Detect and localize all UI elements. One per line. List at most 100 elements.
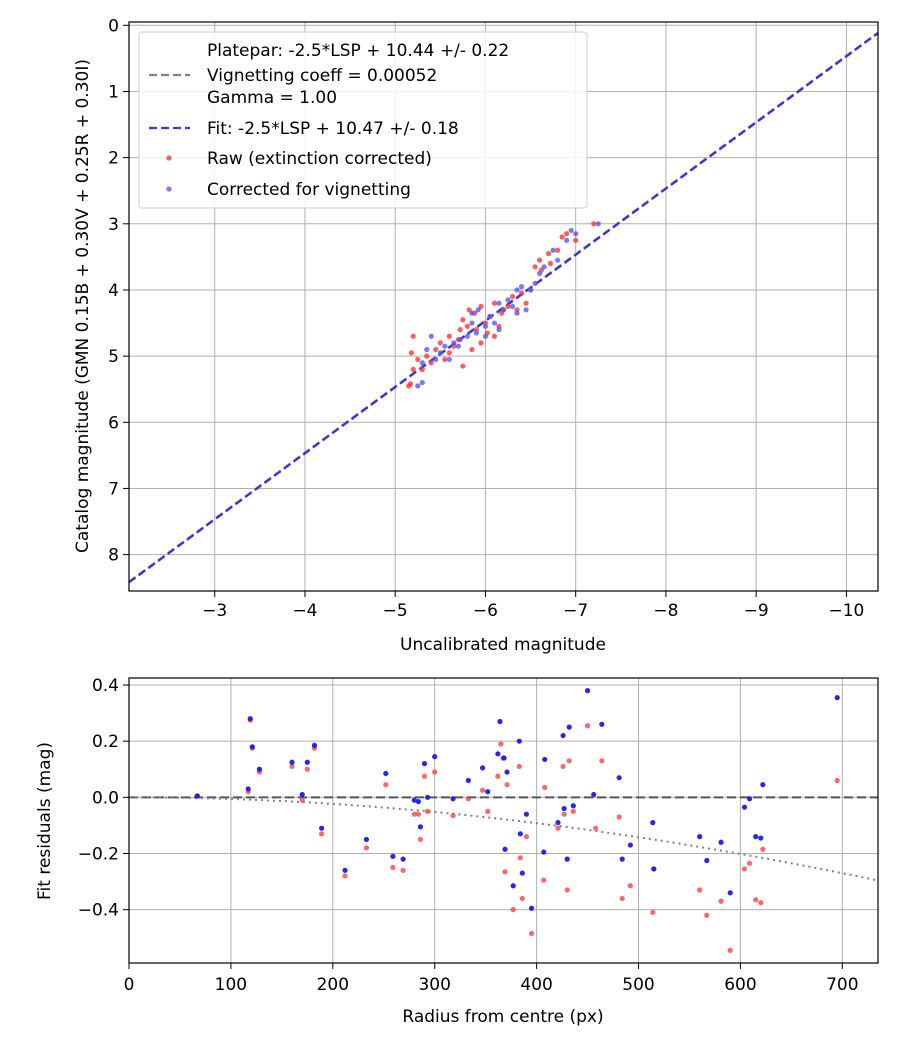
- y-tick-label: −0.2: [78, 844, 119, 864]
- legend-label: Corrected for vignetting: [207, 180, 411, 200]
- corrected-point: [451, 340, 457, 346]
- raw-residual-point: [619, 895, 625, 902]
- raw-residual-point: [593, 825, 599, 831]
- raw-residual-point: [704, 912, 710, 918]
- corrected-residual-point: [564, 856, 570, 862]
- corrected-residual-point: [497, 718, 503, 725]
- corrected-point: [473, 330, 480, 336]
- y-axis-label: Catalog magnitude (GMN 0.15B + 0.30V + 0…: [73, 59, 93, 553]
- corrected-residual-point: [555, 820, 561, 826]
- raw-residual-point: [432, 769, 438, 775]
- corrected-residual-point: [599, 721, 605, 727]
- y-tick-label: 5: [108, 347, 119, 367]
- x-tick-label: −3: [202, 601, 227, 621]
- y-tick-label: 1: [108, 82, 119, 102]
- corrected-residual-point: [450, 796, 456, 802]
- corrected-point: [415, 383, 421, 389]
- y-tick-label: 0.4: [92, 676, 119, 696]
- raw-point: [410, 366, 416, 372]
- raw-point: [564, 231, 570, 237]
- raw-residual-point: [616, 814, 622, 820]
- raw-residual-point: [450, 812, 456, 819]
- corrected-residual-point: [616, 775, 622, 781]
- raw-residual-point: [383, 782, 389, 788]
- corrected-residual-point: [519, 870, 525, 876]
- raw-point: [532, 264, 538, 270]
- corrected-residual-point: [417, 824, 424, 830]
- raw-residual-point: [504, 782, 510, 788]
- corrected-residual-point: [517, 831, 523, 837]
- corrected-residual-point: [495, 751, 501, 757]
- corrected-point: [573, 231, 579, 237]
- corrected-residual-point: [561, 805, 567, 812]
- legend-label: Fit: -2.5*LSP + 10.47 +/- 0.18: [207, 119, 459, 139]
- corrected-residual-point: [727, 890, 733, 896]
- corrected-residual-point: [289, 759, 295, 765]
- raw-residual-point: [834, 777, 840, 784]
- corrected-point: [532, 280, 538, 286]
- y-tick-label: 3: [108, 215, 119, 235]
- corrected-point: [482, 323, 489, 329]
- grid: [128, 678, 878, 963]
- raw-point: [509, 293, 516, 300]
- corrected-point: [457, 336, 463, 343]
- corrected-residual-point: [485, 789, 491, 795]
- raw-point: [478, 340, 484, 346]
- corrected-residual-point: [411, 797, 417, 803]
- y-tick-label: 0.2: [92, 732, 119, 752]
- y-tick-label: 0: [108, 16, 119, 36]
- plot-area: [129, 678, 878, 963]
- corrected-point: [496, 300, 502, 306]
- corrected-residual-point: [741, 804, 748, 810]
- x-tick-label: 200: [317, 975, 349, 995]
- raw-residual-point: [570, 808, 576, 814]
- raw-residual-point: [417, 836, 424, 843]
- corrected-point: [455, 343, 461, 349]
- corrected-point: [536, 270, 543, 277]
- raw-residual-point: [747, 860, 753, 866]
- y-tick-label: 4: [108, 281, 119, 301]
- raw-residual-point: [561, 811, 567, 817]
- raw-residual-point: [304, 766, 310, 772]
- y-ticks: −0.4 −0.2 0.0 0.2 0.4: [78, 676, 129, 921]
- raw-point: [419, 366, 425, 372]
- corrected-residual-point: [570, 803, 576, 809]
- legend-label: Vignetting coeff = 0.00052: [207, 66, 437, 86]
- corrected-residual-point: [247, 716, 253, 722]
- residuals-plot: 0 100 200 300 400 500 600 700 −0.4 −0.2 0.0 0.2 0.4…: [35, 676, 879, 1027]
- y-tick-label: −0.4: [78, 901, 119, 921]
- corrected-point: [568, 227, 574, 234]
- raw-point: [555, 247, 561, 253]
- calibration-plot: −3 −4 −5 −6 −7 −8 −9 −10 0 1 2 3 4 5 6 7 8 Uncalibrated…: [73, 16, 879, 655]
- corrected-point: [442, 343, 448, 349]
- raw-residual-point: [495, 773, 501, 779]
- raw-residual-point: [519, 895, 525, 902]
- raw-point: [573, 237, 579, 243]
- raw-point: [428, 360, 434, 366]
- y-tick-label: 2: [108, 149, 119, 169]
- y-tick-label: 0.0: [92, 788, 119, 808]
- corrected-residual-point: [400, 856, 406, 862]
- corrected-residual-point: [502, 846, 508, 852]
- raw-residual-point: [390, 864, 396, 871]
- raw-point: [408, 350, 415, 356]
- corrected-residual-point: [542, 756, 548, 763]
- corrected-point: [475, 307, 481, 313]
- data-points: [194, 688, 840, 953]
- x-tick-label: 400: [520, 975, 552, 995]
- reference-lines: [129, 796, 878, 882]
- corrected-residual-point: [504, 769, 510, 775]
- raw-point: [547, 260, 554, 267]
- corrected-point: [433, 356, 439, 363]
- raw-residual-point: [541, 877, 547, 883]
- raw-residual-point: [523, 834, 530, 840]
- corrected-point: [527, 287, 534, 293]
- x-tick-label: 700: [826, 975, 858, 995]
- raw-residual-point: [415, 811, 422, 817]
- corrected-residual-point: [421, 761, 428, 767]
- raw-point: [591, 221, 597, 227]
- corrected-residual-point: [465, 777, 471, 784]
- raw-residual-point: [560, 763, 566, 770]
- raw-residual-point: [627, 883, 633, 889]
- y-tick-label: 7: [108, 479, 119, 499]
